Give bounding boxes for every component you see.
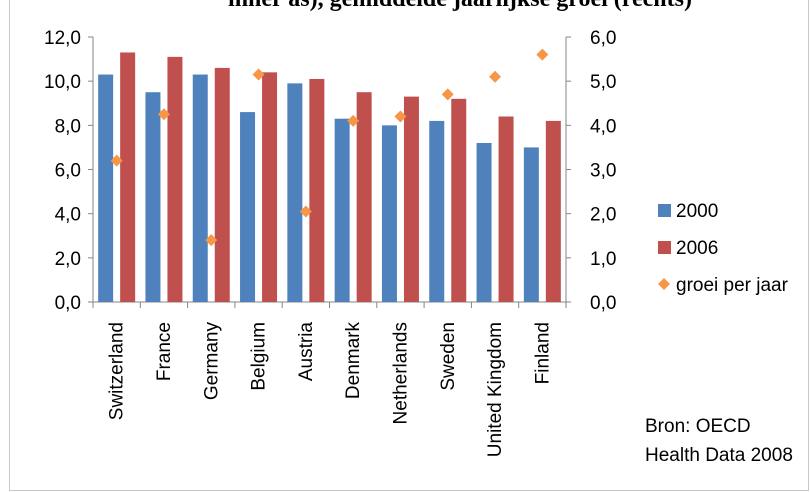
y-right-tick-label: 5,0 [590, 72, 616, 93]
marker-groei-per-jaar [347, 114, 360, 127]
x-tick-label: United Kingdom [485, 322, 506, 457]
legend-swatch [658, 278, 670, 290]
x-tick-label: Sweden [438, 322, 459, 391]
x-tick-label: Belgium [249, 322, 270, 391]
bar-2000 [192, 74, 208, 303]
bar-2006 [120, 52, 136, 303]
y-left-tick-label: 10,0 [44, 72, 81, 93]
legend-label: groei per jaar [676, 275, 789, 296]
bar-2006 [262, 72, 278, 302]
legend-swatch [658, 241, 671, 254]
marker-groei-per-jaar [536, 48, 549, 61]
chart-title: inner as), gemiddelde jaarlijkse groei (… [160, 0, 760, 13]
marker-groei-per-jaar [441, 88, 454, 101]
legend-label: 2000 [676, 201, 718, 222]
marker-groei-per-jaar [157, 108, 170, 121]
bar-2006 [498, 116, 514, 302]
source-line-2: Health Data 2008 [645, 445, 793, 466]
y-left-tick-label: 8,0 [55, 116, 81, 137]
bar-2006 [214, 67, 230, 303]
x-tick-label: France [154, 322, 175, 381]
y-right-tick-label: 0,0 [590, 293, 616, 314]
marker-groei-per-jaar [252, 68, 265, 81]
bar-2000 [476, 143, 492, 302]
legend-swatch [658, 204, 671, 217]
bar-2000 [334, 118, 350, 302]
marker-groei-per-jaar [489, 70, 502, 83]
y-right-tick-label: 1,0 [590, 249, 616, 270]
y-right-tick-label: 4,0 [590, 116, 616, 137]
bar-2006 [167, 56, 183, 302]
y-right-tick-label: 3,0 [590, 161, 616, 182]
bar-2006 [356, 92, 372, 302]
y-left-tick-label: 6,0 [55, 161, 81, 182]
bar-2006 [451, 98, 467, 302]
marker-groei-per-jaar [110, 154, 123, 167]
source-line-1: Bron: OECD [645, 416, 751, 437]
y-right-tick-label: 2,0 [590, 205, 616, 226]
marker-groei-per-jaar [205, 234, 218, 247]
bar-2000 [98, 74, 114, 303]
bar-2006 [403, 96, 419, 302]
marker-groei-per-jaar [394, 110, 407, 123]
legend-label: 2006 [676, 238, 718, 259]
bar-2006 [545, 120, 561, 303]
x-tick-label: Germany [201, 322, 222, 401]
x-tick-label: Switzerland [107, 322, 128, 420]
y-left-tick-label: 12,0 [44, 28, 81, 49]
chart-frame [9, 0, 809, 491]
bar-2006 [309, 78, 325, 302]
y-right-tick-label: 6,0 [590, 28, 616, 49]
x-tick-label: Netherlands [390, 322, 411, 424]
y-left-tick-label: 2,0 [55, 249, 81, 270]
marker-groei-per-jaar [299, 205, 312, 218]
source-note: Bron: OECD Health Data 2008 [645, 412, 793, 470]
x-tick-label: Denmark [343, 322, 364, 400]
bar-2000 [240, 112, 256, 302]
bar-2000 [145, 92, 161, 302]
x-tick-label: Finland [532, 322, 553, 384]
y-left-tick-label: 0,0 [55, 293, 81, 314]
bar-2000 [381, 125, 397, 302]
y-left-tick-label: 4,0 [55, 205, 81, 226]
bar-2000 [523, 147, 539, 302]
bar-2000 [429, 120, 445, 303]
bar-2000 [287, 83, 303, 302]
x-tick-label: Austria [296, 322, 317, 382]
